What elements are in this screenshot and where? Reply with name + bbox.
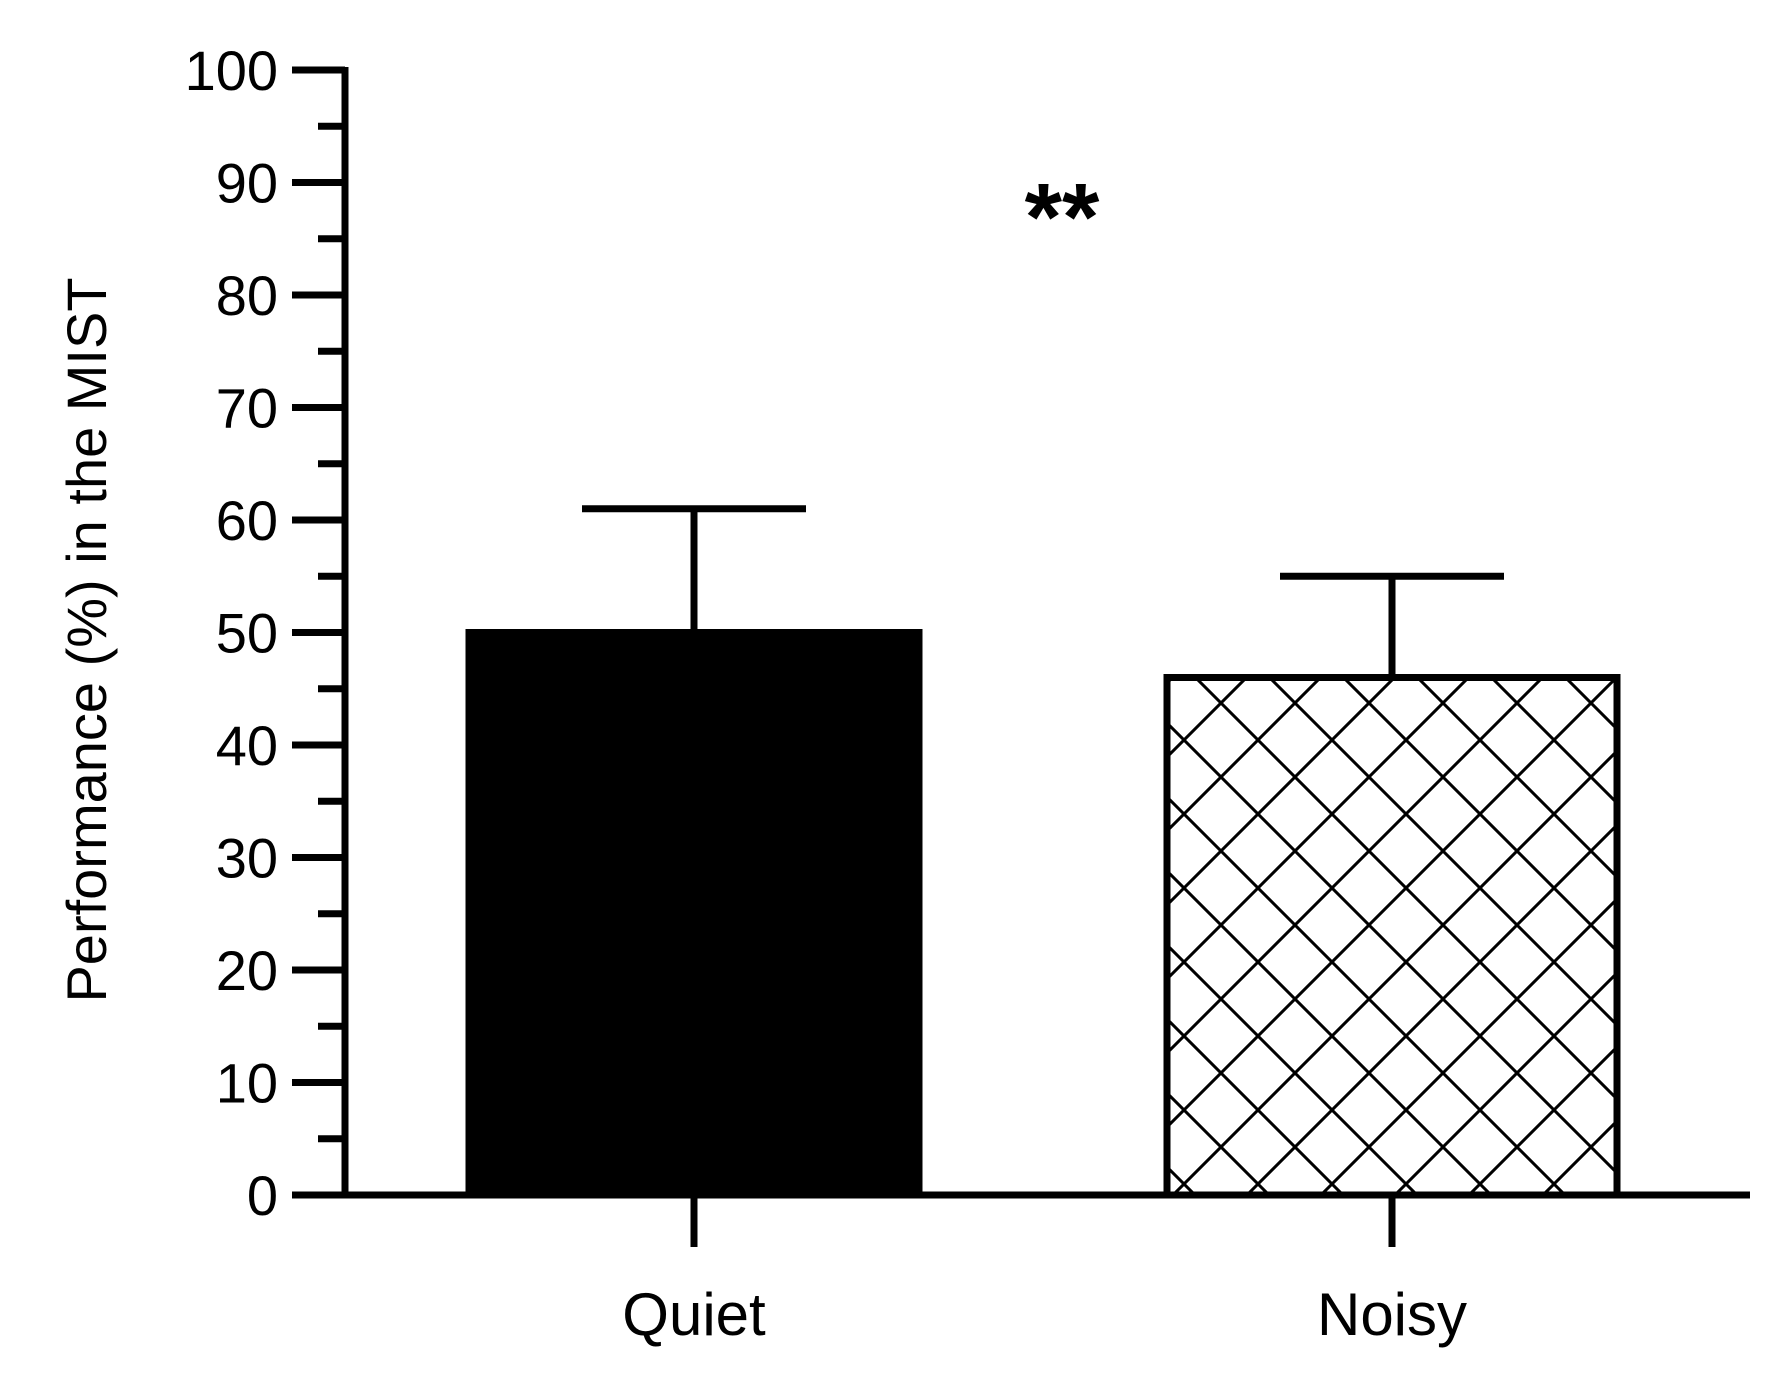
bar-noisy bbox=[1163, 674, 1621, 1199]
y-tick-label: 100 bbox=[185, 39, 278, 102]
bar-quiet bbox=[465, 629, 923, 1199]
y-tick-label: 40 bbox=[216, 714, 278, 777]
y-tick-label: 60 bbox=[216, 489, 278, 552]
x-axis: Quiet Noisy bbox=[292, 1191, 1750, 1348]
significance-annotation: ** bbox=[1025, 164, 1100, 271]
y-axis-title: Performance (%) in the MIST bbox=[55, 277, 118, 1002]
x-tick-label: Noisy bbox=[1317, 1281, 1467, 1348]
y-tick-label: 90 bbox=[216, 152, 278, 215]
y-tick-label: 0 bbox=[247, 1164, 278, 1227]
y-axis: 0 10 20 30 40 50 60 70 80 90 100 bbox=[185, 39, 349, 1227]
y-tick-label: 10 bbox=[216, 1052, 278, 1115]
bars bbox=[465, 505, 1621, 1199]
y-tick-label: 20 bbox=[216, 939, 278, 1002]
y-tick-label: 30 bbox=[216, 827, 278, 890]
y-tick-label: 80 bbox=[216, 264, 278, 327]
y-tick-label: 50 bbox=[216, 602, 278, 665]
x-tick-label: Quiet bbox=[622, 1281, 766, 1348]
y-tick-label: 70 bbox=[216, 377, 278, 440]
